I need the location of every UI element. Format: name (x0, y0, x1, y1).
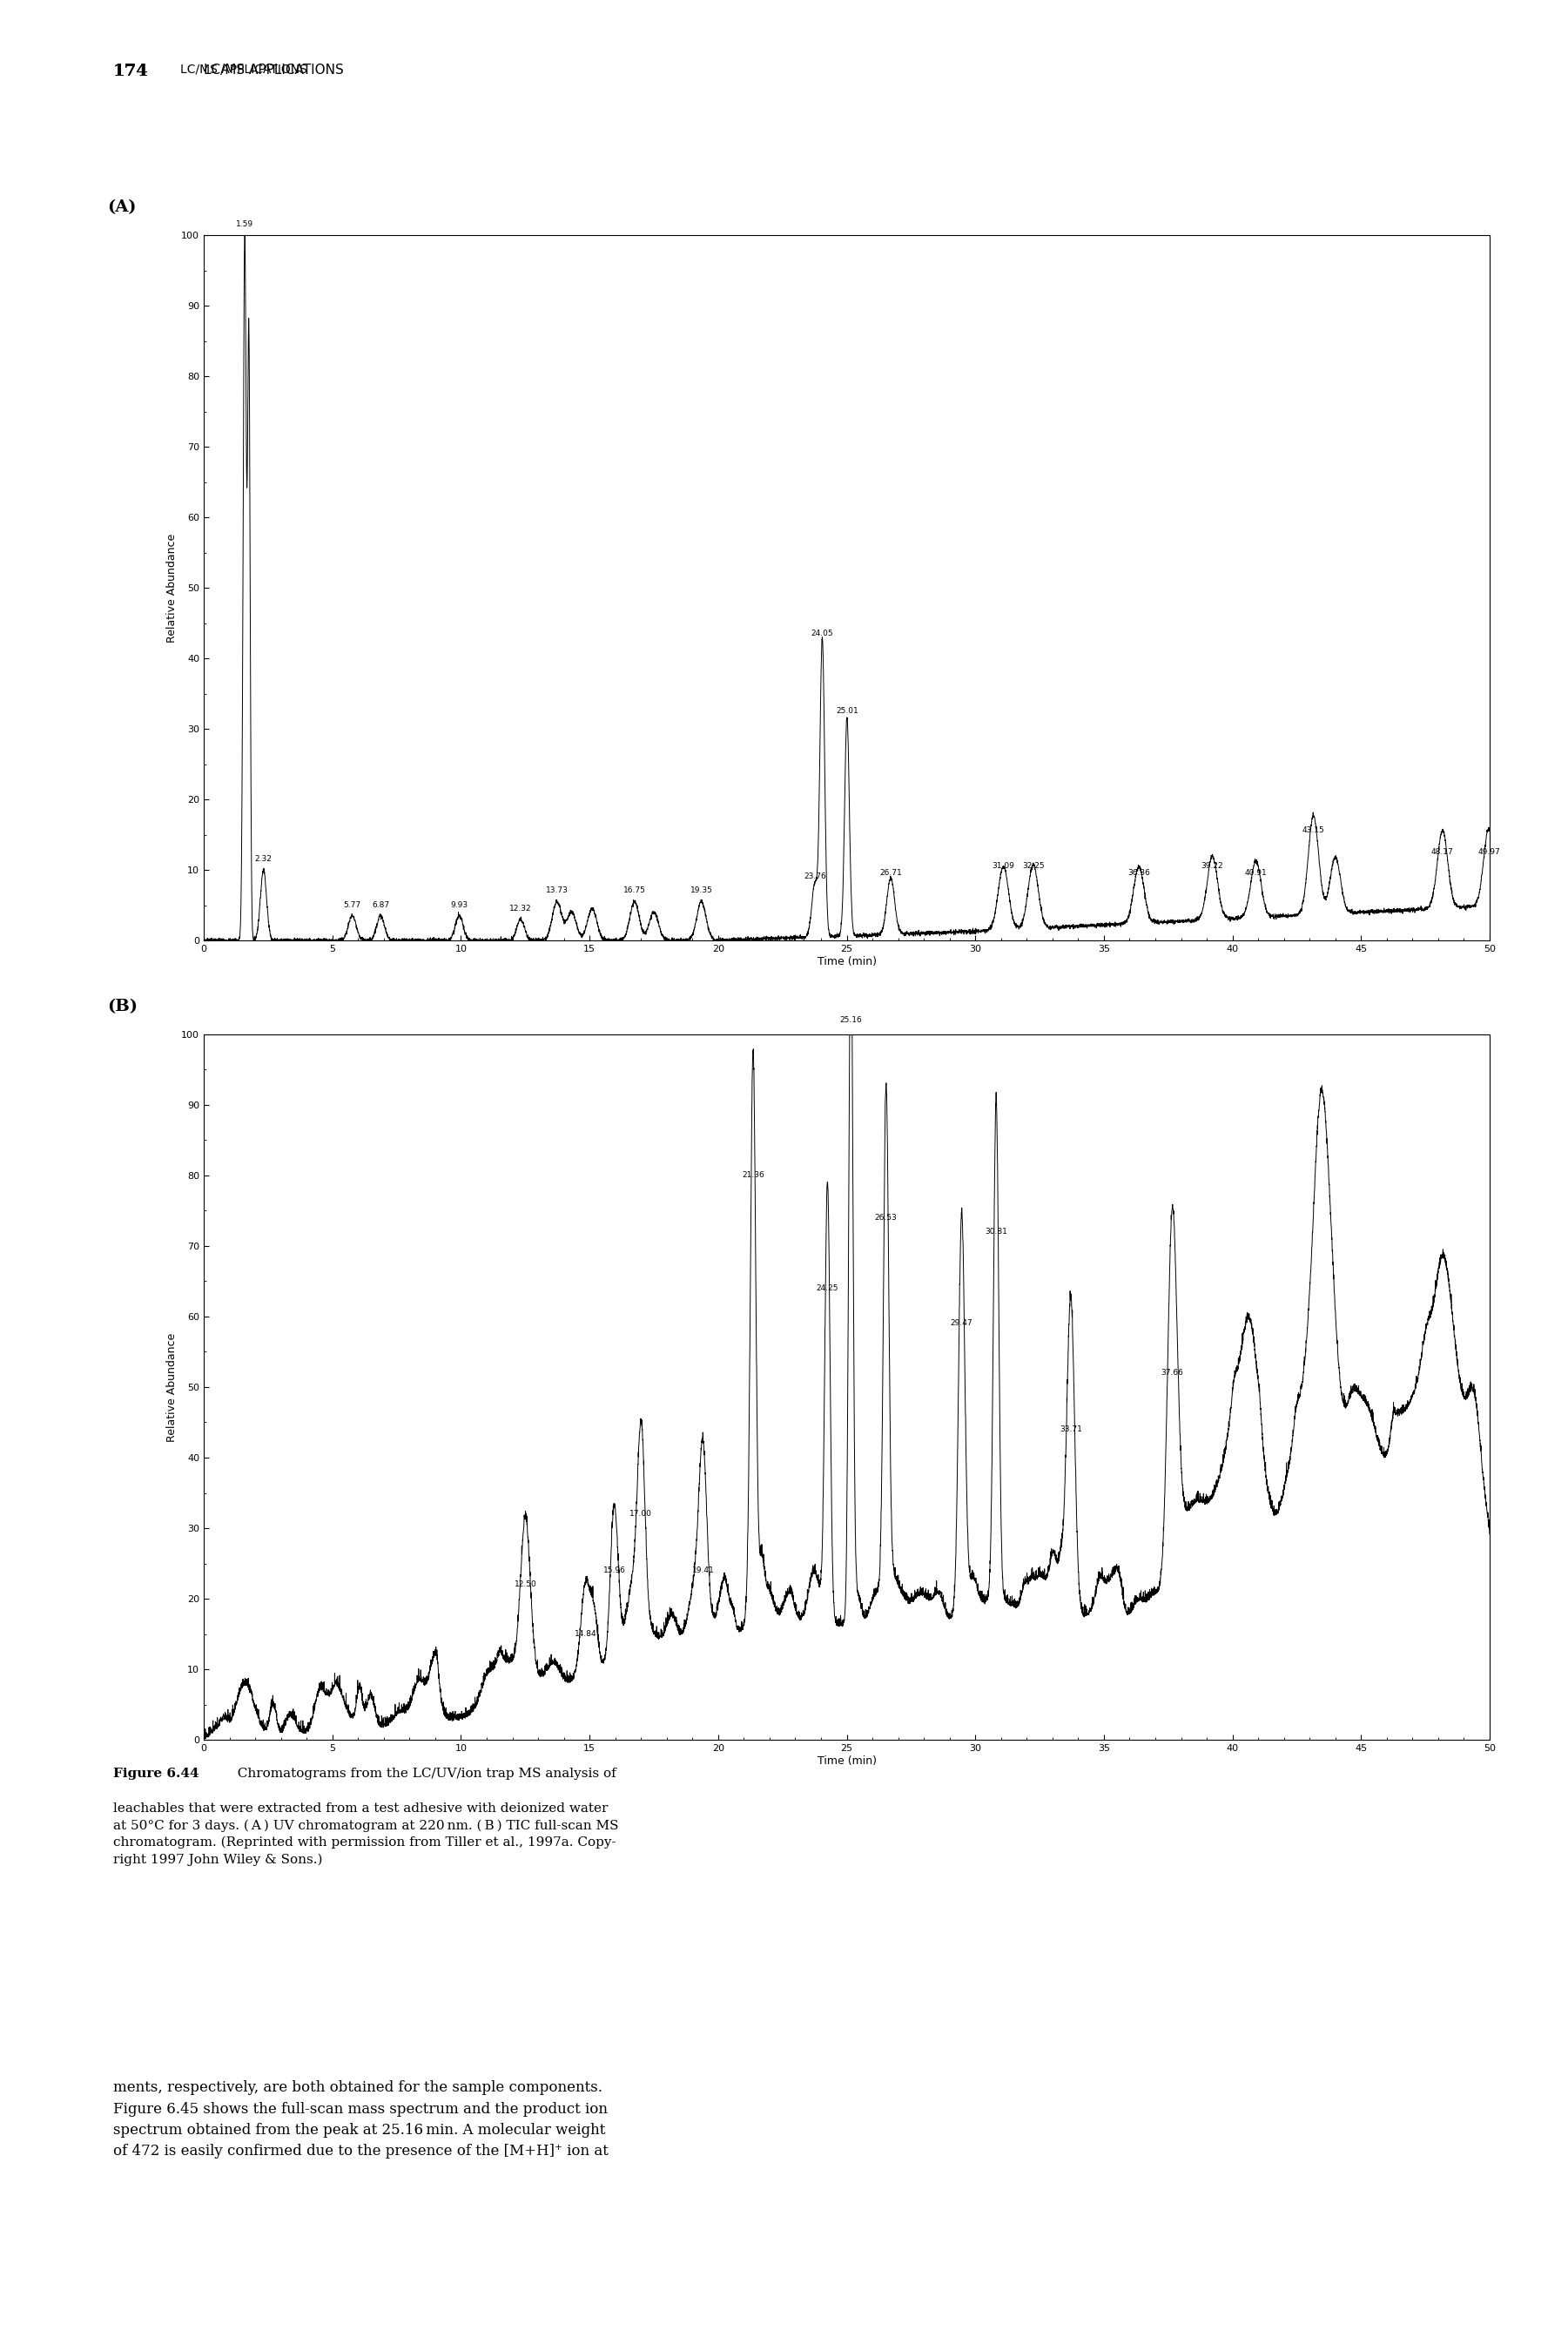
X-axis label: Time (min): Time (min) (817, 957, 877, 966)
Text: (A): (A) (107, 200, 136, 216)
Text: 33.71: 33.71 (1060, 1425, 1082, 1432)
Text: 26.53: 26.53 (875, 1213, 897, 1220)
Text: 31.09: 31.09 (993, 863, 1014, 870)
Text: 24.25: 24.25 (817, 1284, 839, 1291)
Text: 26.71: 26.71 (880, 870, 902, 877)
Text: 37.66: 37.66 (1160, 1368, 1184, 1375)
Text: 12.50: 12.50 (514, 1580, 536, 1589)
Text: 9.93: 9.93 (450, 900, 467, 910)
Text: 14.84: 14.84 (574, 1629, 596, 1636)
Text: 49.97: 49.97 (1477, 849, 1501, 856)
Text: Chromatograms from the LC/UV/ion trap MS analysis of: Chromatograms from the LC/UV/ion trap MS… (229, 1768, 616, 1780)
Text: 29.47: 29.47 (950, 1319, 972, 1326)
Text: 43.15: 43.15 (1303, 828, 1325, 835)
Y-axis label: Relative Abundance: Relative Abundance (166, 534, 177, 642)
Text: 48.17: 48.17 (1432, 849, 1454, 856)
Text: 1.59: 1.59 (235, 221, 254, 228)
Text: 174: 174 (113, 63, 149, 80)
Text: 19.41: 19.41 (691, 1566, 713, 1575)
Text: 39.22: 39.22 (1201, 863, 1223, 870)
Text: 16.75: 16.75 (624, 886, 646, 893)
Y-axis label: Relative Abundance: Relative Abundance (166, 1333, 177, 1441)
Text: Figure 6.44: Figure 6.44 (113, 1768, 199, 1780)
Text: 36.36: 36.36 (1127, 870, 1149, 877)
Text: 32.25: 32.25 (1022, 863, 1044, 870)
Text: 13.73: 13.73 (546, 886, 568, 893)
Text: 40.91: 40.91 (1245, 870, 1267, 877)
Text: 21.36: 21.36 (742, 1171, 764, 1178)
Text: 5.77: 5.77 (343, 900, 361, 910)
X-axis label: Time (min): Time (min) (817, 1756, 877, 1766)
Text: 25.01: 25.01 (836, 708, 858, 715)
Text: 2.32: 2.32 (256, 856, 273, 863)
Text: 174: 174 (113, 63, 149, 80)
Text: leachables that were extracted from a test adhesive with deionized water
at 50°C: leachables that were extracted from a te… (113, 1803, 618, 1867)
Text: ments, respectively, are both obtained for the sample components.
Figure 6.45 sh: ments, respectively, are both obtained f… (113, 2081, 608, 2158)
Text: 17.00: 17.00 (630, 1509, 652, 1519)
Text: 19.35: 19.35 (690, 886, 713, 893)
Text: LC/MS APPLICATIONS: LC/MS APPLICATIONS (180, 63, 307, 75)
Text: LC/MS APPLICATIONS: LC/MS APPLICATIONS (204, 63, 343, 78)
Text: 24.05: 24.05 (811, 630, 834, 637)
Text: 6.87: 6.87 (372, 900, 389, 910)
Text: 23.76: 23.76 (804, 872, 826, 882)
Text: 25.16: 25.16 (839, 1016, 862, 1023)
Text: 12.32: 12.32 (510, 905, 532, 912)
Text: 30.81: 30.81 (985, 1227, 1007, 1237)
Text: (B): (B) (107, 999, 138, 1016)
Text: 15.96: 15.96 (604, 1566, 626, 1575)
